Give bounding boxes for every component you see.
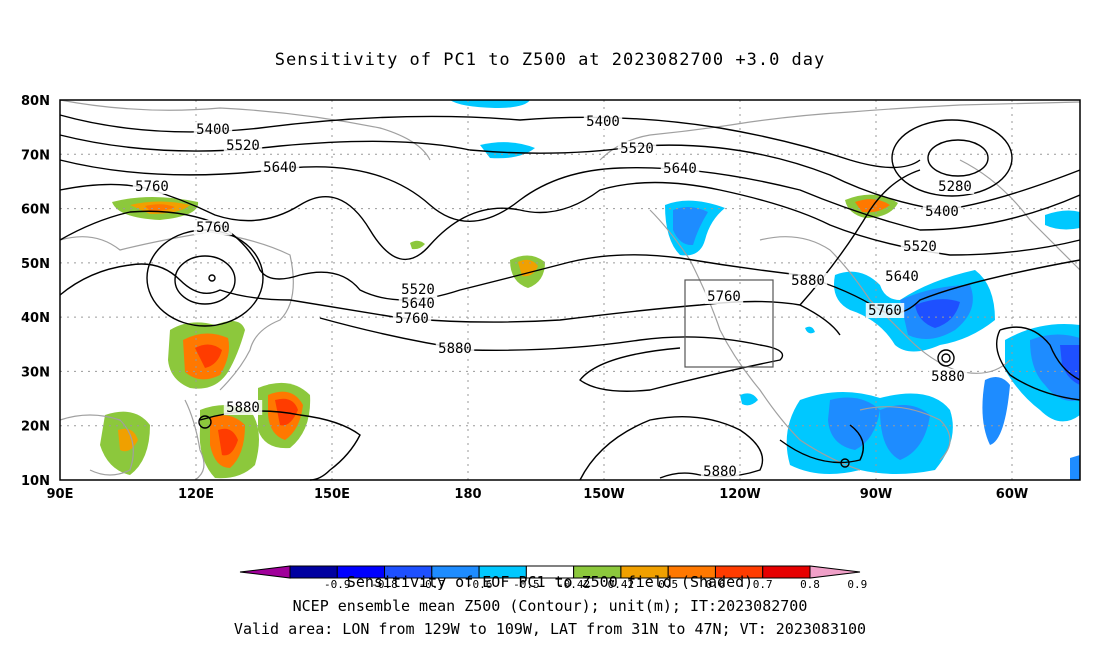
contour-label-bg (928, 369, 968, 384)
shading-layer (100, 100, 1080, 480)
coastlines (59, 99, 1081, 481)
lat-label: 80N (21, 94, 50, 109)
contour-label-bg (882, 269, 922, 284)
contour-label: 5640 (263, 160, 297, 176)
contour-label: 5520 (226, 138, 260, 154)
contour-label: 5640 (663, 161, 697, 177)
contour-label-bg (935, 179, 975, 194)
contour-label-bg (398, 282, 438, 297)
graticule (60, 100, 1080, 480)
contour-label-bg (788, 273, 828, 288)
lon-label: 120E (178, 487, 214, 502)
colorbar-segments (239, 565, 861, 579)
lon-label: 180 (454, 487, 481, 502)
contour-label-bg (583, 114, 623, 129)
colorbar-tick: 0.6 (706, 578, 726, 591)
contour-label-bg (260, 160, 300, 175)
contour-label-bg (223, 400, 263, 415)
contour-label: 5520 (401, 282, 435, 298)
colorbar-tick: -0.5 (513, 578, 540, 591)
contour-label: 5880 (931, 369, 965, 385)
contour-label-bg (132, 179, 172, 194)
contour-label: 5880 (438, 341, 472, 357)
closed-lows (146, 119, 1013, 468)
contour-label-bg (392, 311, 432, 326)
contour-label-bg (398, 296, 438, 311)
contour-label: 5880 (791, 273, 825, 289)
contour-label: 5760 (868, 303, 902, 319)
colorbar-tick: -0.6 (466, 578, 493, 591)
colorbar-max-arrow (809, 565, 861, 579)
contour-label-bg (922, 204, 962, 219)
lon-label: 60W (996, 487, 1028, 502)
lat-label: 20N (21, 420, 50, 435)
colorbar-tick: -0.42 (557, 578, 590, 591)
contour-label-bg (617, 141, 657, 156)
lon-label: 150W (583, 487, 624, 502)
contour-label: 5400 (586, 114, 620, 130)
colorbar-tick: -0.8 (371, 578, 398, 591)
contour-label-bg (435, 341, 475, 356)
contour-label: 5280 (938, 179, 972, 195)
contour-label: 5520 (903, 239, 937, 255)
contour-label: 5400 (925, 204, 959, 220)
lon-label: 90W (860, 487, 892, 502)
contour-label: 5760 (135, 179, 169, 195)
lat-label: 60N (21, 203, 50, 218)
contour-label-bg (193, 220, 233, 235)
contour-label: 5400 (196, 122, 230, 138)
caption-contour: NCEP ensemble mean Z500 (Contour); unit(… (292, 597, 808, 615)
lat-labels: 80N 70N 60N 50N 40N 30N 20N 10N (21, 94, 50, 489)
lon-label: 90E (47, 487, 74, 502)
sensitivity-map: 5400552056405760576054005520564052805400… (21, 94, 1081, 502)
lat-label: 30N (21, 365, 50, 380)
colorbar-tick: 0.9 (847, 578, 867, 591)
colorbar-tick: -0.7 (419, 578, 446, 591)
contour-label-bg (223, 138, 263, 153)
contour-label: 5760 (707, 289, 741, 305)
colorbar-tick: 0.5 (658, 578, 678, 591)
contour-label: 5640 (885, 269, 919, 285)
contour-label-bg (865, 303, 905, 318)
caption-valid-area: Valid area: LON from 129W to 109W, LAT f… (233, 620, 867, 638)
contour-label-bg (704, 289, 744, 304)
contour-label-bg (193, 122, 233, 137)
colorbar-tick: 0.8 (800, 578, 820, 591)
lon-labels: 90E 120E 150E 180 150W 120W 90W 60W (47, 487, 1029, 502)
contour-label: 5520 (620, 141, 654, 157)
colorbar-tick: 0.42 (608, 578, 635, 591)
contour-label: 5880 (226, 400, 260, 416)
contour-label: 5640 (401, 296, 435, 312)
contour-label: 5760 (395, 311, 429, 327)
lat-label: 10N (21, 474, 50, 489)
lat-label: 70N (21, 148, 50, 163)
lon-label: 150E (314, 487, 350, 502)
caption-shading: Sensitivity of EOF PC1 to Z500 field (Sh… (346, 573, 754, 591)
contour-label: 5880 (703, 464, 737, 480)
contour-label-bg (900, 239, 940, 254)
lon-label: 120W (719, 487, 760, 502)
map-frame (59, 99, 1081, 481)
contour-label: 5760 (196, 220, 230, 236)
lat-label: 50N (21, 257, 50, 272)
colorbar-tick: -0.9 (324, 578, 351, 591)
colorbar-ticks: -0.9 -0.8 -0.7 -0.6 -0.5 -0.42 0.42 0.5 0.6 0.7 0.… (324, 578, 867, 591)
contour-label-bg (660, 161, 700, 176)
colorbar-tick: 0.7 (753, 578, 773, 591)
shade-arctic (450, 100, 530, 108)
contour-label-bg (700, 464, 740, 479)
map-title: Sensitivity of PC1 to Z500 at 2023082700… (274, 50, 826, 70)
valid-area-box (684, 279, 774, 368)
lat-label: 40N (21, 311, 50, 326)
contour-labels: 5400552056405760576054005520564052805400… (132, 114, 975, 480)
